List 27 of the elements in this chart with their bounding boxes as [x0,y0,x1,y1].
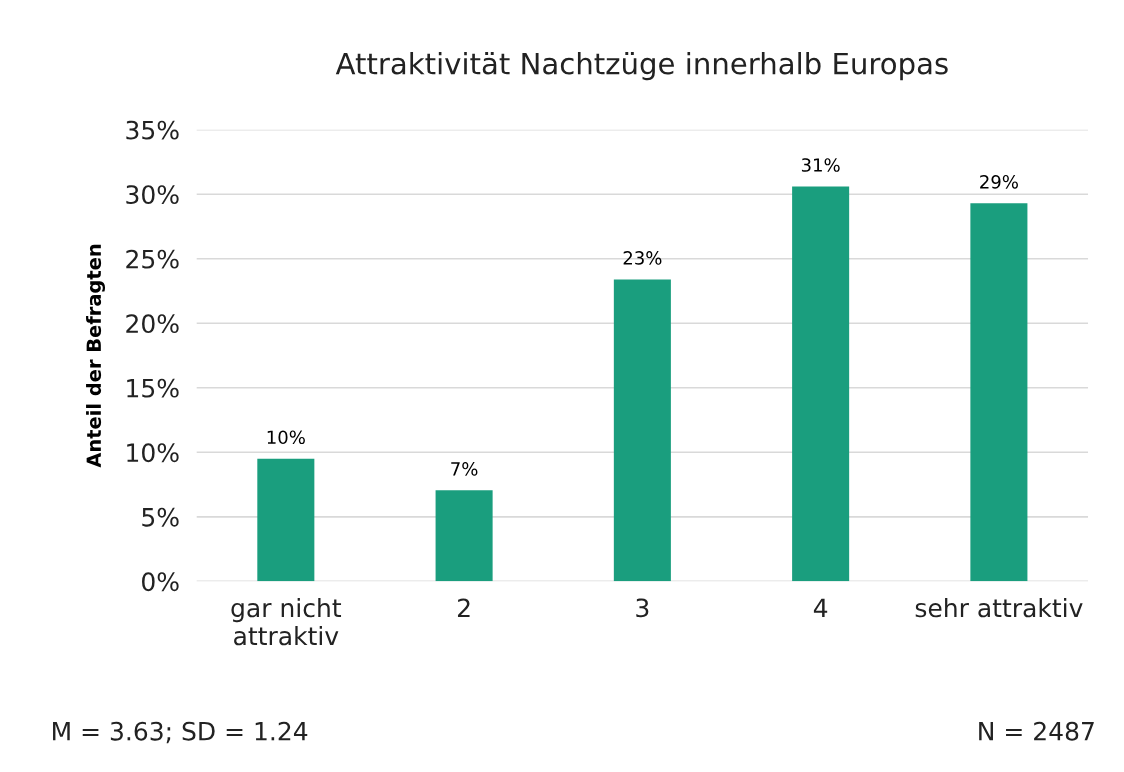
data-label: 10% [267,430,305,445]
x-tick-label: sehr attraktiv [915,597,1083,618]
x-tick-label: 3 [636,598,649,618]
bar [613,279,671,582]
bar [970,203,1028,582]
data-label: 23% [623,251,662,265]
text: M = 3.63; SD = 1.24 [53,721,308,744]
bar [435,490,493,582]
y-axis-title: Anteil der Befragten [86,244,106,468]
y-tick-label: 25% [126,249,179,269]
data-label: 31% [801,158,840,172]
data-label: 29% [980,174,1018,189]
y-tick-label: 20% [126,314,179,334]
y-tick-label: 5% [142,507,179,527]
y-tick-label: 10% [127,443,179,463]
y-tick-label: 0% [142,572,179,592]
chart-title: Attraktivität Nachtzüge innerhalb Europas [335,51,948,81]
y-tick-label: 15% [127,378,179,398]
x-tick-label: 2 [457,598,470,617]
data-label: 7% [451,462,478,476]
x-tick-label: 4 [813,598,828,617]
text: N = 2487 [979,721,1094,741]
bar [792,186,850,582]
y-tick-label: 35% [126,120,179,140]
x-tick-label: gar nicht attraktiv [231,597,342,646]
y-tick-label: 30% [126,185,179,205]
bar [257,458,315,582]
